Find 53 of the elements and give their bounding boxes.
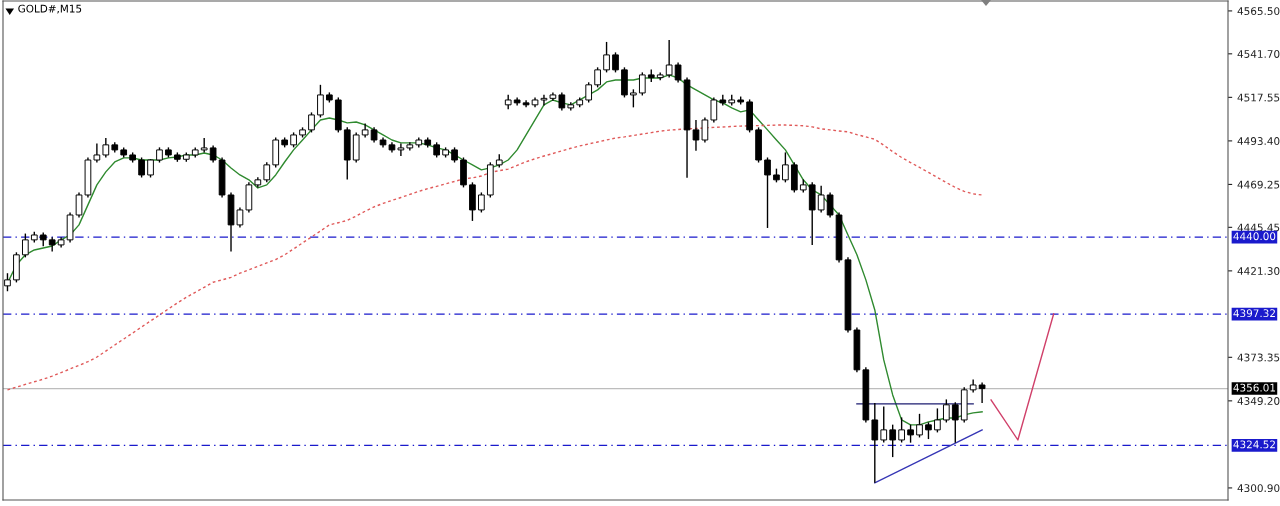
candlestick xyxy=(817,185,825,214)
y-tick-label: 4517.55 xyxy=(1237,93,1280,102)
y-tick-label: 4469.25 xyxy=(1237,180,1280,189)
candlestick xyxy=(826,191,834,219)
candlestick xyxy=(4,272,11,292)
candlestick xyxy=(764,156,771,229)
ref-line-label: 4440.00 xyxy=(1233,232,1276,241)
ref-line-label: 4324.52 xyxy=(1233,440,1275,449)
line-series xyxy=(6,124,983,391)
candlestick xyxy=(603,41,610,74)
candlestick xyxy=(397,142,405,157)
candlestick xyxy=(612,51,619,74)
candlestick xyxy=(889,423,897,458)
candlestick xyxy=(898,416,905,444)
candlestick xyxy=(782,151,789,184)
candlestick xyxy=(978,381,986,404)
candlestick xyxy=(308,111,315,134)
y-tick-label: 4373.35 xyxy=(1237,353,1280,362)
y-tick-label: 4349.20 xyxy=(1237,397,1280,405)
chart-title: GOLD#,M15 xyxy=(18,4,82,14)
candlestick xyxy=(916,413,923,439)
candlestick xyxy=(934,407,941,434)
y-tick-label: 4445.45 xyxy=(1237,223,1280,232)
y-tick-label: 4421.30 xyxy=(1237,267,1280,275)
ref-line-label: 4397.32 xyxy=(1233,309,1275,318)
candlestick xyxy=(22,232,29,259)
y-tick-label: 4300.90 xyxy=(1237,484,1280,493)
candlestick xyxy=(951,401,959,444)
candlestick xyxy=(478,191,485,214)
candlestick xyxy=(558,91,566,112)
ref-line-label: 4356.01 xyxy=(1233,383,1276,392)
candlestick xyxy=(102,137,110,159)
candlestick xyxy=(674,61,682,84)
candlestick xyxy=(907,423,914,444)
candlestick xyxy=(710,96,718,124)
candlestick xyxy=(200,137,208,154)
candlestick xyxy=(594,66,601,89)
candlestick xyxy=(263,161,271,184)
candlestick xyxy=(665,39,673,79)
candlestick xyxy=(585,81,593,104)
candlestick xyxy=(942,398,950,424)
candlestick xyxy=(317,84,324,119)
candlestick xyxy=(147,158,154,179)
candlestick xyxy=(638,71,646,97)
candlestick xyxy=(701,116,709,144)
candlestick xyxy=(630,88,637,109)
candlestick xyxy=(871,402,879,484)
candlestick xyxy=(93,142,101,164)
y-tick-label: 4565.50 xyxy=(1237,7,1280,16)
y-tick-label: 4541.70 xyxy=(1237,50,1280,58)
candlestick xyxy=(880,405,888,444)
candlestick xyxy=(138,156,145,179)
y-tick-label: 4493.40 xyxy=(1237,137,1280,145)
